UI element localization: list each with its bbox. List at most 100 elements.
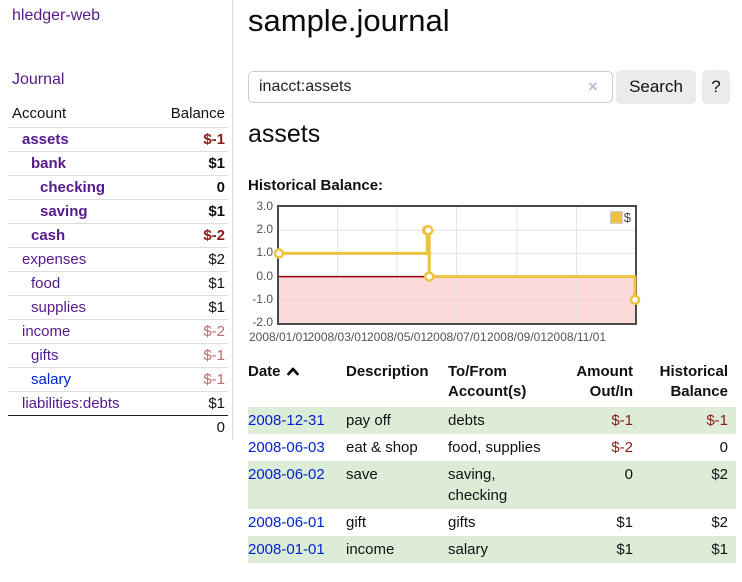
sidebar-account-gifts[interactable]: gifts [31, 347, 59, 364]
transaction-description: pay off [346, 412, 391, 429]
table-row: 2008-12-31 pay off debts $-1 $-1 [248, 407, 736, 434]
transaction-date-link[interactable]: 2008-06-03 [248, 439, 325, 456]
transaction-date-link[interactable]: 2008-12-31 [248, 412, 325, 429]
clear-search-icon[interactable]: × [588, 77, 598, 96]
y-axis-tick-label: 3.0 [256, 199, 273, 213]
transaction-balance: $2 [711, 514, 728, 531]
sidebar-account-assets[interactable]: assets [22, 131, 69, 148]
sidebar-account-saving[interactable]: saving [40, 203, 88, 220]
sidebar: hledger-web Journal Account Balance asse… [0, 0, 233, 440]
sidebar-account-bank[interactable]: bank [31, 155, 67, 172]
transaction-accounts: gifts [448, 514, 476, 531]
historical-balance-chart: $ 3.0 2.0 1.0 0.0 -1.0 -2.0 2008/01/01 2008/03/… [248, 199, 648, 345]
x-axis-tick-label: 2008/09/01 [486, 330, 547, 344]
account-balance: $-1 [150, 343, 228, 368]
transaction-description: eat & shop [346, 439, 418, 456]
table-row: supplies $1 [8, 295, 228, 320]
accounts-header-row: Account Balance [8, 103, 228, 128]
table-row: salary $-1 [8, 367, 228, 392]
transaction-amount: $1 [616, 541, 633, 558]
accounts-header-balance: Balance [170, 105, 225, 122]
chart-legend: $ [609, 210, 631, 225]
sidebar-account-liabilities-debts[interactable]: liabilities:debts [22, 395, 120, 412]
account-balance: $-1 [150, 367, 228, 392]
y-axis-tick-label: 1.0 [256, 245, 273, 260]
search-input[interactable] [248, 71, 613, 103]
account-balance: $1 [150, 295, 228, 320]
chart-canvas [273, 207, 641, 323]
help-button[interactable]: ? [702, 70, 730, 104]
table-row: bank $1 [8, 151, 228, 176]
legend-label: $ [623, 210, 631, 225]
chart-title: Historical Balance: [248, 177, 384, 194]
chevron-up-icon [286, 367, 299, 376]
x-axis-tick-label: 2008/01/01 [248, 330, 310, 344]
app-title-link[interactable]: hledger-web [12, 7, 101, 24]
transaction-date-link[interactable]: 2008-06-02 [248, 466, 325, 483]
sidebar-account-checking[interactable]: checking [40, 179, 106, 196]
transaction-description: gift [346, 514, 367, 531]
transaction-accounts: food, supplies [448, 439, 541, 456]
transaction-amount: $-1 [611, 412, 633, 429]
table-row: checking 0 [8, 175, 228, 200]
transaction-description: save [346, 466, 378, 483]
y-axis-tick-label: -1.0 [252, 291, 273, 306]
table-row: assets $-1 [8, 127, 228, 152]
x-axis-tick-label: 2008/05/01 [366, 330, 428, 344]
legend-swatch-icon [609, 211, 623, 224]
sidebar-account-cash[interactable]: cash [31, 227, 66, 244]
accounts-header: To/From Account(s) [448, 363, 527, 400]
transaction-balance: $1 [711, 541, 728, 558]
sidebar-item-journal[interactable]: Journal [12, 71, 65, 88]
account-balance: $2 [150, 247, 228, 272]
register-table: Date Description To/From Account(s) Amou… [248, 360, 736, 563]
search-button[interactable]: Search [616, 70, 696, 104]
table-row: food $1 [8, 271, 228, 296]
amount-header: Amount Out/In [576, 363, 633, 400]
x-axis-tick-label: 2008/03/01 [307, 330, 368, 344]
accounts-header-account: Account [12, 105, 67, 122]
transaction-date-link[interactable]: 2008-06-01 [248, 514, 325, 531]
transaction-accounts: salary [448, 541, 489, 558]
accounts-total-row: 0 [8, 415, 228, 440]
sidebar-account-food[interactable]: food [31, 275, 61, 292]
y-axis-tick-label: 0.0 [256, 268, 273, 283]
transaction-balance: $-1 [706, 412, 728, 429]
sidebar-account-expenses[interactable]: expenses [22, 251, 87, 268]
accounts-table: Account Balance assets $-1 bank $1 check… [8, 103, 228, 440]
table-row: 2008-06-01 gift gifts $1 $2 [248, 509, 736, 536]
account-balance: $1 [150, 271, 228, 296]
account-balance: $-1 [150, 127, 228, 152]
y-axis-tick-label: 2.0 [256, 222, 273, 237]
sidebar-account-salary[interactable]: salary [31, 371, 72, 388]
x-axis-tick-label: 2008/07/01 [426, 330, 487, 344]
account-balance: $1 [150, 199, 228, 224]
sidebar-account-income[interactable]: income [22, 323, 71, 340]
transaction-accounts: saving, checking [448, 466, 508, 504]
transaction-balance: $2 [711, 466, 728, 483]
transaction-amount: $1 [616, 514, 633, 531]
sidebar-account-supplies[interactable]: supplies [31, 299, 87, 316]
transaction-description: income [346, 541, 395, 558]
transaction-accounts: debts [448, 412, 485, 429]
table-row: cash $-2 [8, 223, 228, 248]
account-balance: $1 [150, 151, 228, 176]
account-balance: 0 [150, 175, 228, 200]
chart-plot-area: $ [273, 205, 641, 325]
transaction-amount: $-2 [611, 439, 633, 456]
table-row: 2008-06-03 eat & shop food, supplies $-2… [248, 434, 736, 461]
description-header: Description [346, 363, 429, 380]
table-row: saving $1 [8, 199, 228, 224]
table-row: liabilities:debts $1 [8, 391, 228, 416]
account-balance: $-2 [150, 223, 228, 248]
table-row: expenses $2 [8, 247, 228, 272]
y-axis-tick-label: -2.0 [252, 315, 273, 329]
sort-by-date-header[interactable]: Date [248, 360, 346, 407]
account-balance: $-2 [150, 319, 228, 344]
table-row: 2008-01-01 income salary $1 $1 [248, 536, 736, 563]
table-row: gifts $-1 [8, 343, 228, 368]
x-axis-tick-label: 2008/11/01 [546, 330, 607, 344]
account-heading: assets [248, 120, 321, 148]
accounts-total-value: 0 [150, 415, 228, 440]
transaction-date-link[interactable]: 2008-01-01 [248, 541, 325, 558]
